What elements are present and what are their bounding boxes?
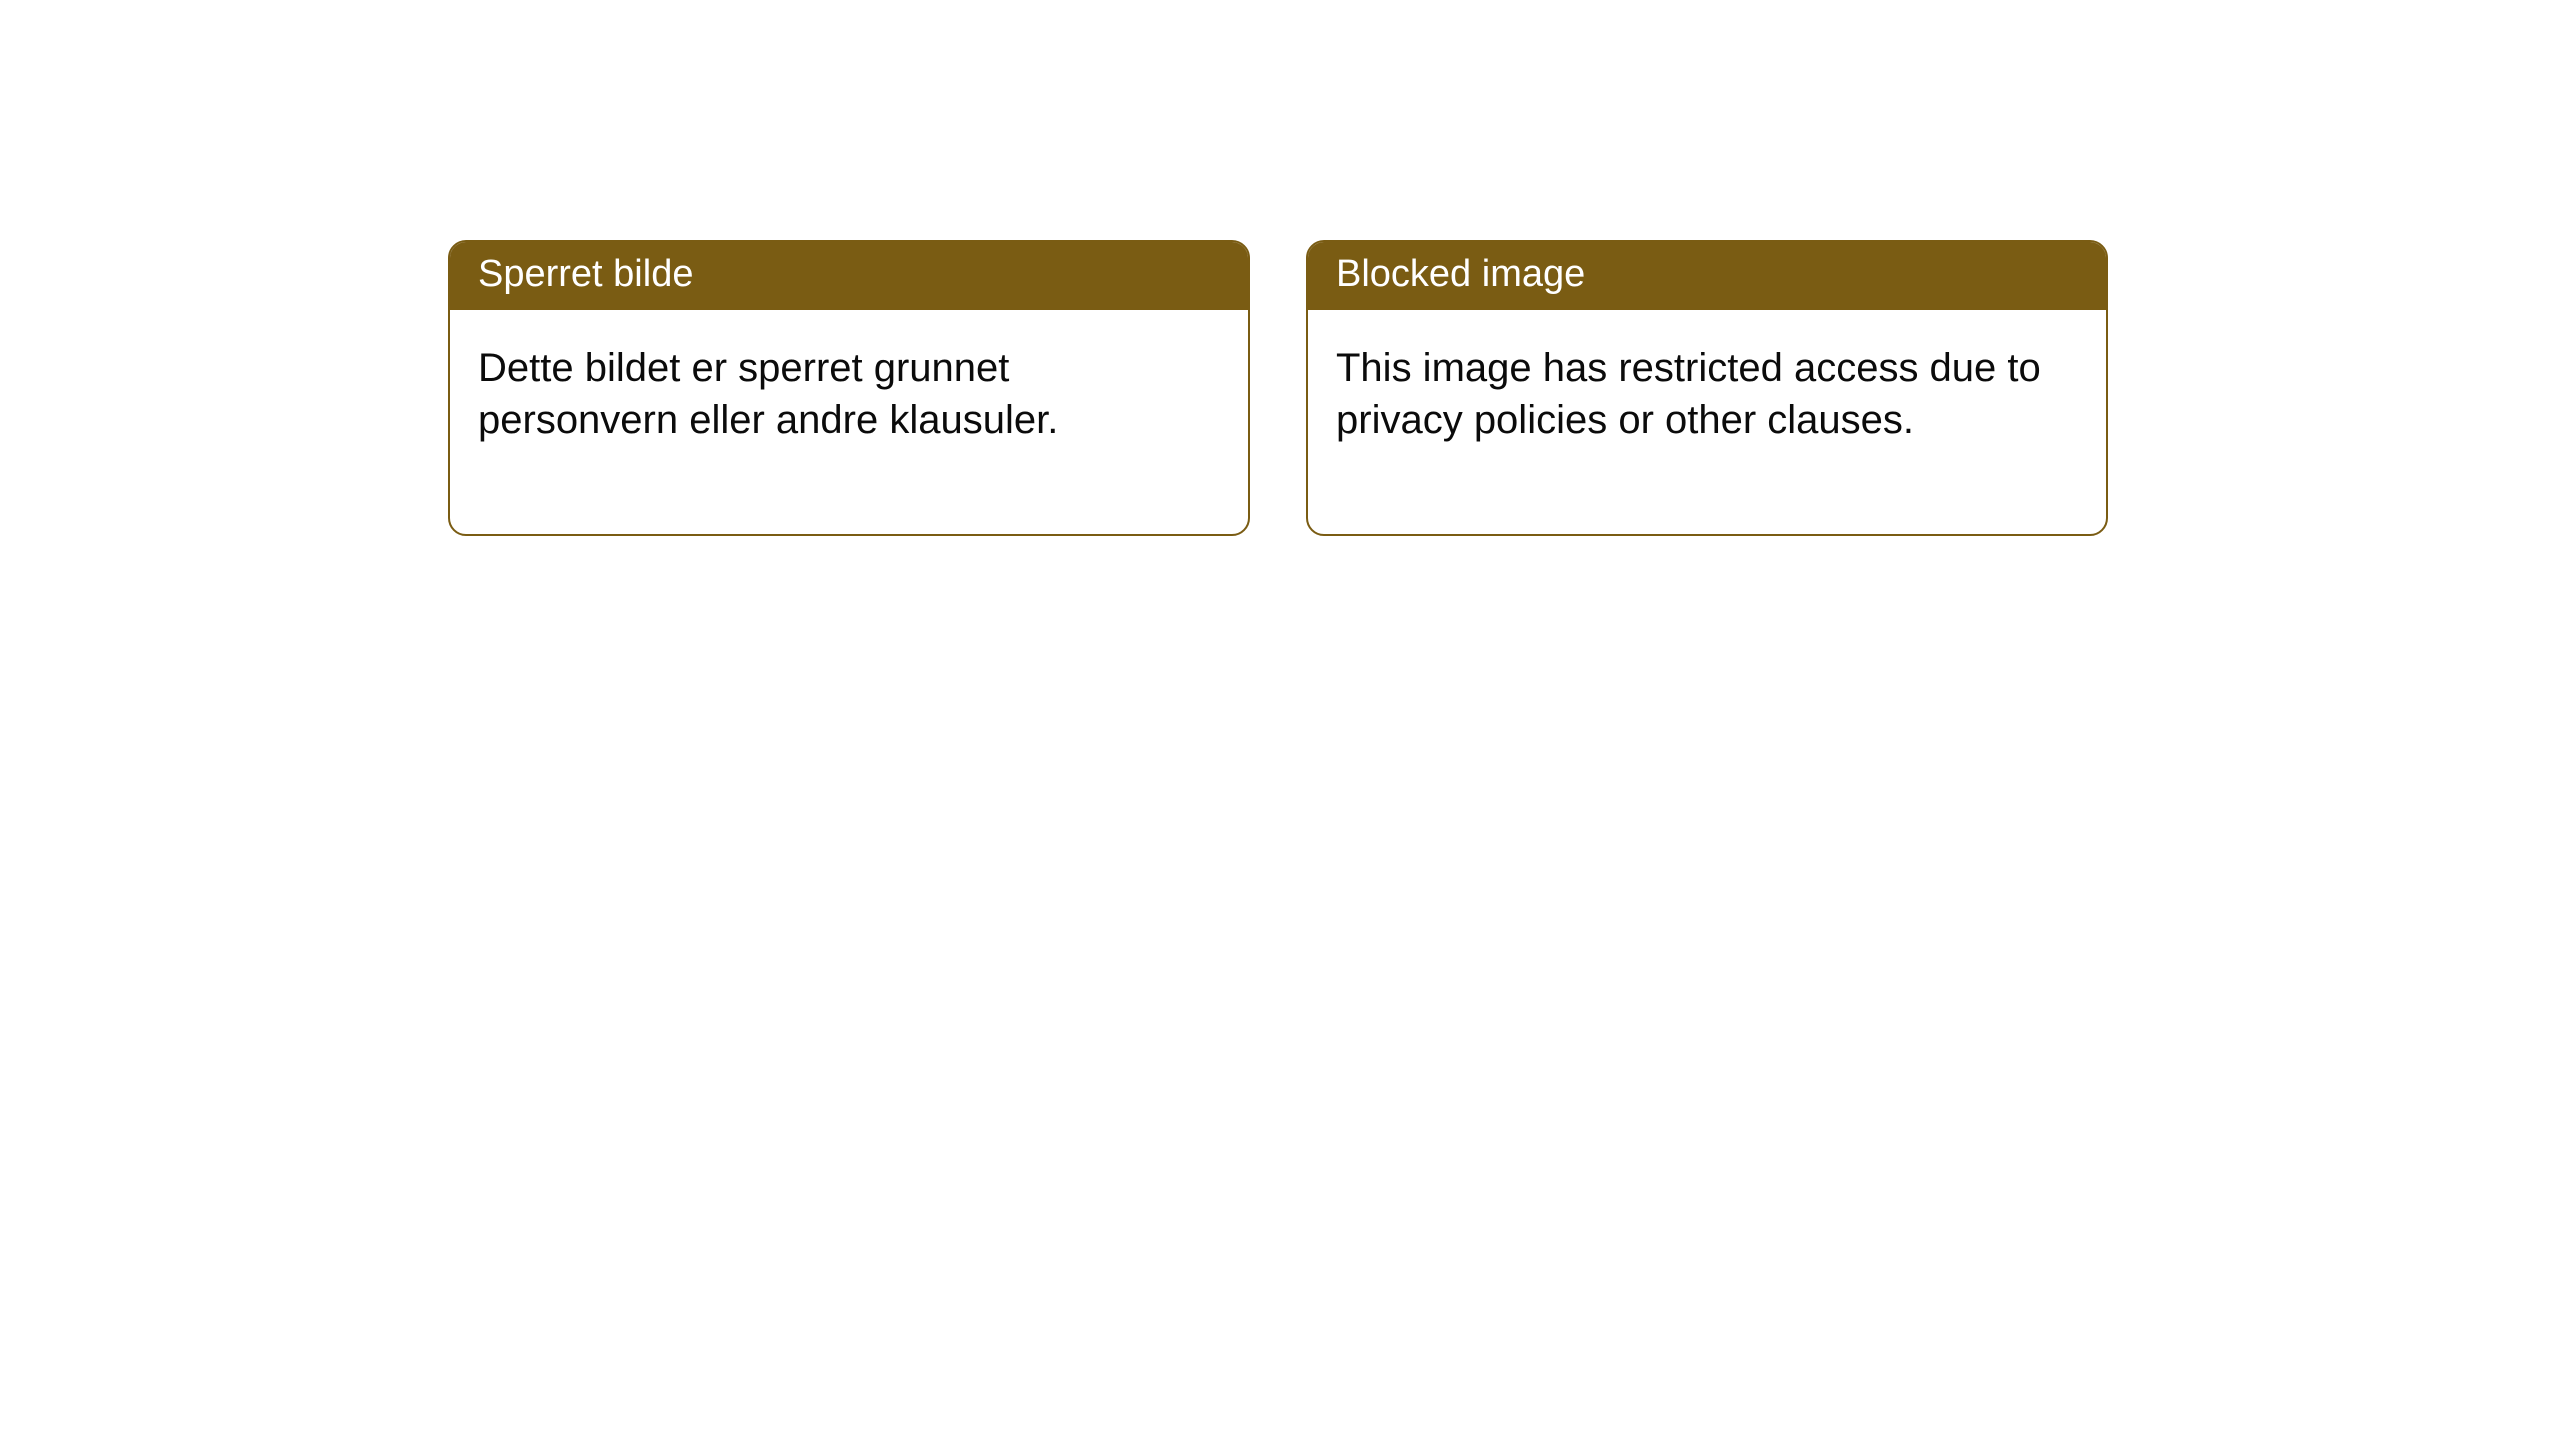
notice-body-norwegian: Dette bildet er sperret grunnet personve… [450, 310, 1248, 534]
notice-container: Sperret bilde Dette bildet er sperret gr… [0, 0, 2560, 536]
notice-title-english: Blocked image [1308, 242, 2106, 310]
notice-title-norwegian: Sperret bilde [450, 242, 1248, 310]
notice-card-english: Blocked image This image has restricted … [1306, 240, 2108, 536]
notice-card-norwegian: Sperret bilde Dette bildet er sperret gr… [448, 240, 1250, 536]
notice-body-english: This image has restricted access due to … [1308, 310, 2106, 534]
